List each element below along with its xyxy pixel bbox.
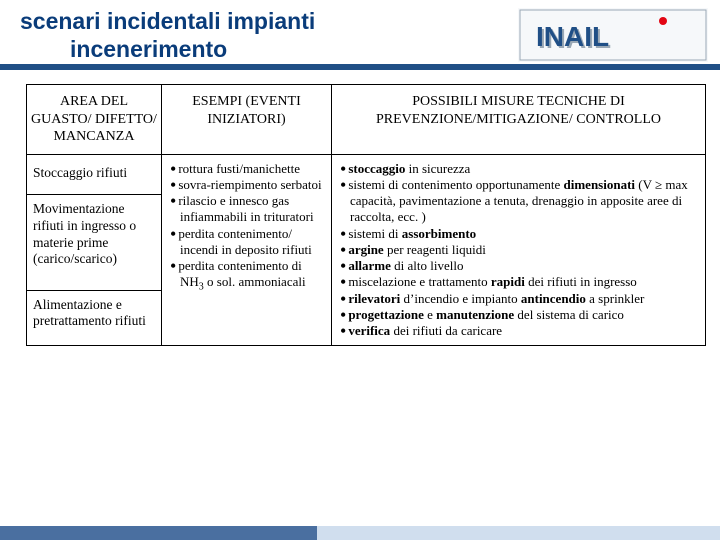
row-label-alimentazione: Alimentazione e pretrattamento rifiuti (27, 290, 162, 346)
list-item: verifica dei rifiuti da caricare (340, 323, 699, 339)
list-item: perdita contenimento/ incendi in deposit… (170, 226, 325, 259)
row-label-stoccaggio: Stoccaggio rifiuti (27, 154, 162, 194)
list-item: sistemi di assorbimento (340, 226, 699, 242)
title-line-1: scenari incidentali impianti (20, 8, 315, 34)
cell-esempi: rottura fusti/manichettesovra-riempiment… (162, 154, 332, 346)
list-item: progettazione e manutenzione del sistema… (340, 307, 699, 323)
title-line-2: incenerimento (20, 36, 518, 64)
col-header-esempi: ESEMPI (EVENTI INIZIATORI) (162, 85, 332, 155)
row-label-movimentazione: Movimentazione rifiuti in ingresso o mat… (27, 194, 162, 290)
list-item: argine per reagenti liquidi (340, 242, 699, 258)
col-header-area: AREA DEL GUASTO/ DIFETTO/ MANCANZA (27, 85, 162, 155)
list-item: allarme di alto livello (340, 258, 699, 274)
list-item: perdita contenimento di NH3 o sol. ammon… (170, 258, 325, 291)
content-area: AREA DEL GUASTO/ DIFETTO/ MANCANZA ESEMP… (0, 70, 720, 346)
list-item: stoccaggio in sicurezza (340, 161, 699, 177)
cell-misure: stoccaggio in sicurezzasistemi di conten… (332, 154, 706, 346)
header: scenari incidentali impianti incenerimen… (0, 0, 720, 64)
list-item: sistemi di contenimento opportunamente d… (340, 177, 699, 226)
footer-bar (0, 526, 720, 540)
page-title: scenari incidentali impianti incenerimen… (20, 8, 518, 63)
esempi-list: rottura fusti/manichettesovra-riempiment… (170, 161, 325, 291)
svg-text:INAIL: INAIL (536, 21, 609, 52)
list-item: rottura fusti/manichette (170, 161, 325, 177)
misure-list: stoccaggio in sicurezzasistemi di conten… (340, 161, 699, 340)
list-item: rilascio e innesco gas infiammabili in t… (170, 193, 325, 226)
list-item: miscelazione e trattamento rapidi dei ri… (340, 274, 699, 290)
list-item: rilevatori d’incendio e impianto antince… (340, 291, 699, 307)
list-item: sovra-riempimento serbatoi (170, 177, 325, 193)
logo-inail: INAIL INAIL (518, 8, 708, 62)
scenario-table: AREA DEL GUASTO/ DIFETTO/ MANCANZA ESEMP… (26, 84, 706, 346)
col-header-misure: POSSIBILI MISURE TECNICHE DI PREVENZIONE… (332, 85, 706, 155)
